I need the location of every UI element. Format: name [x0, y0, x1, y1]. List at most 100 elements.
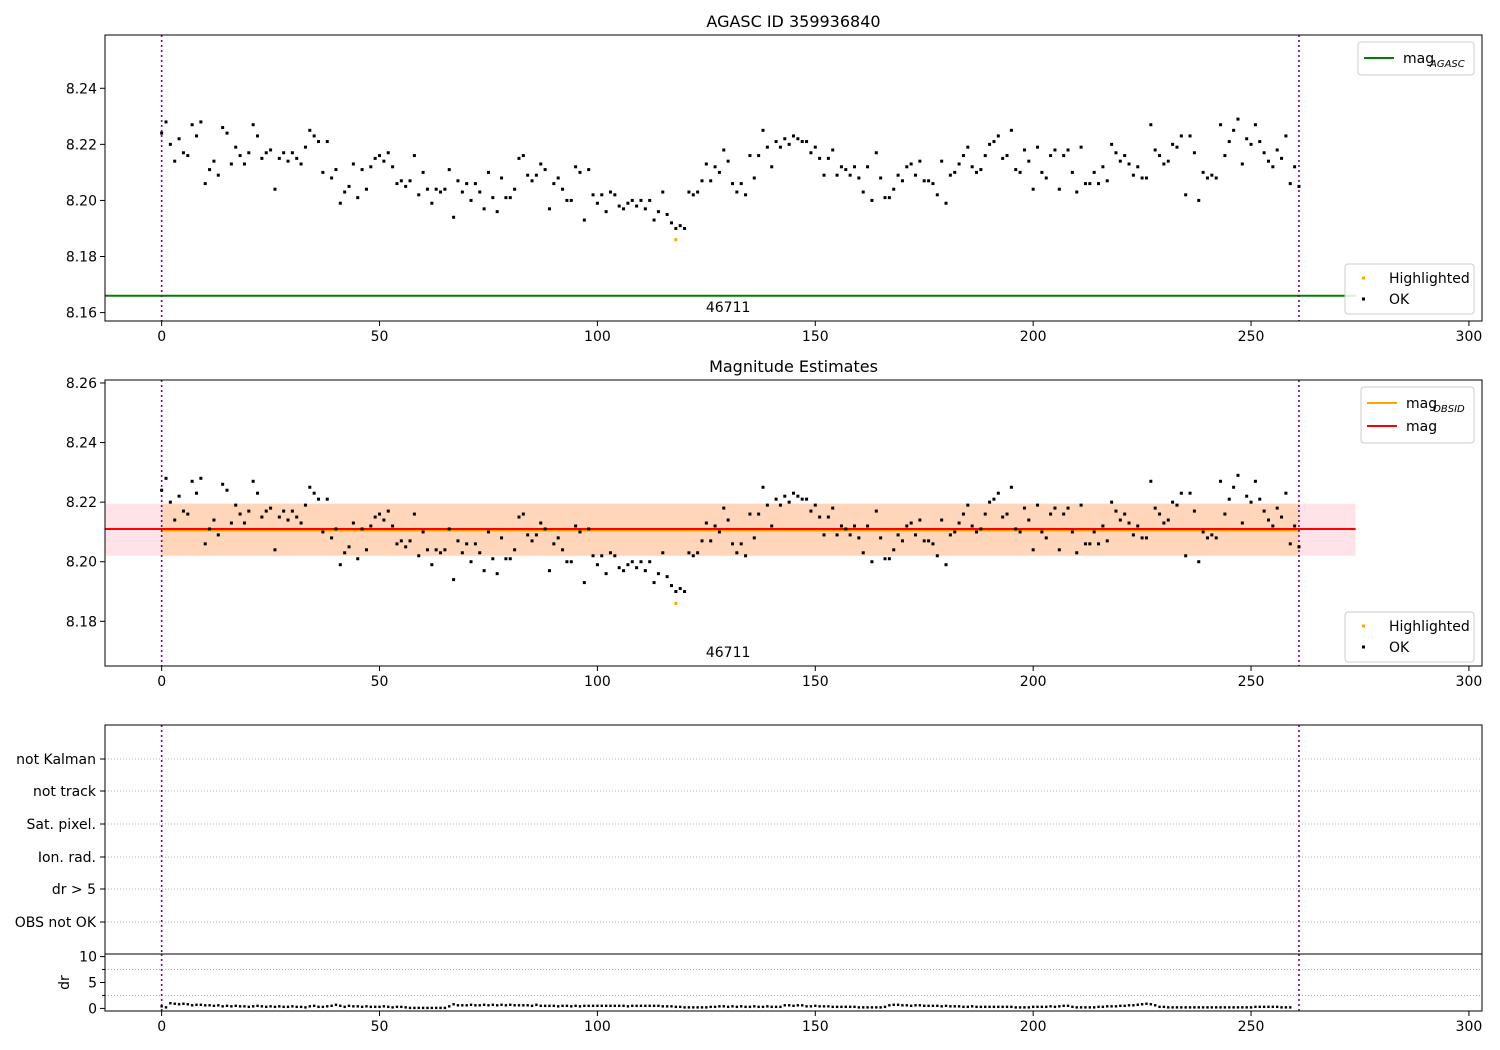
dr-point [814, 1004, 817, 1008]
ok-point [800, 140, 804, 144]
ok-point [1271, 524, 1275, 528]
ok-point [526, 173, 530, 177]
ok-point [591, 193, 595, 197]
ok-point [208, 168, 212, 172]
ok-point [395, 542, 399, 546]
ok-point [1097, 182, 1101, 186]
dr-point [596, 1004, 599, 1008]
ok-point [761, 128, 765, 132]
ok-point [992, 497, 996, 501]
ok-point [408, 539, 412, 543]
dr-point [208, 1004, 211, 1007]
dr-point [360, 1005, 364, 1009]
ok-point [988, 142, 992, 146]
ok-point [792, 134, 795, 138]
ok-point [1105, 539, 1109, 543]
ok-point [1144, 176, 1148, 180]
ok-point [674, 590, 678, 594]
dr-point [169, 1002, 172, 1005]
legend-label: Highlighted [1389, 271, 1470, 287]
dr-point [683, 1006, 686, 1009]
ok-point [482, 207, 486, 211]
ok-point [238, 512, 242, 516]
ok-point [678, 224, 682, 228]
dr-point [243, 1005, 246, 1008]
ok-point [914, 533, 918, 537]
ok-point [1001, 515, 1005, 519]
ok-point [273, 187, 277, 191]
dr-point [395, 1005, 399, 1009]
y-tick-label: 0 [88, 1001, 97, 1017]
ok-point [648, 198, 652, 202]
ok-point [700, 539, 704, 543]
ok-point [199, 476, 203, 480]
ok-point [870, 198, 874, 202]
ok-point [1236, 117, 1240, 121]
ok-point [1049, 154, 1053, 158]
dr-point [461, 1004, 464, 1007]
ok-point [1184, 193, 1188, 197]
dr-point [949, 1005, 952, 1008]
dr-point [352, 1005, 355, 1008]
flag-label: OBS not OK [15, 915, 97, 931]
ok-point [500, 536, 504, 540]
ok-point [879, 176, 883, 180]
ok-point [561, 187, 565, 191]
ok-point [338, 563, 342, 567]
ok-point [704, 521, 708, 525]
dr-point [1275, 1005, 1279, 1009]
ok-point [439, 551, 443, 555]
dr-point [909, 1004, 913, 1008]
x-tick-label: 150 [802, 1019, 829, 1035]
x-tick-label: 100 [584, 674, 611, 690]
ok-point [578, 170, 582, 174]
ok-point [1171, 142, 1175, 146]
dr-point [626, 1005, 630, 1008]
ok-point [1014, 168, 1018, 172]
ok-point [486, 530, 490, 534]
x-tick-label: 250 [1238, 1019, 1265, 1035]
dr-point [1005, 1005, 1009, 1009]
ok-point [996, 134, 1000, 138]
ok-point [208, 527, 212, 531]
ok-point [425, 187, 429, 191]
ok-point [909, 162, 913, 166]
ok-point [495, 210, 499, 214]
ok-point [818, 156, 822, 160]
ok-point [744, 554, 748, 558]
ok-point [569, 198, 573, 202]
ok-point [473, 182, 477, 186]
ok-point [905, 165, 909, 169]
dr-point [1171, 1006, 1174, 1009]
dr-point [827, 1005, 830, 1008]
ok-point [730, 542, 734, 546]
dr-point [339, 1004, 342, 1008]
dr-point [831, 1005, 834, 1009]
ok-point [1079, 145, 1083, 149]
ok-point [1097, 542, 1101, 546]
dr-point [970, 1005, 974, 1008]
ok-point [369, 524, 373, 528]
ok-point [665, 212, 669, 216]
dr-point [561, 1004, 564, 1008]
dr-point [543, 1004, 547, 1008]
ok-point [391, 524, 395, 528]
ok-point [504, 557, 508, 561]
ok-point [1044, 176, 1048, 180]
ok-point [639, 560, 643, 564]
ok-point [447, 527, 451, 531]
dr-point [474, 1004, 477, 1007]
legend-label-subscript: AGASC [1429, 59, 1465, 70]
dr-point [1010, 1005, 1013, 1009]
dr-point [709, 1005, 712, 1009]
dr-point [190, 1004, 194, 1007]
dr-point [1210, 1006, 1214, 1009]
x-tick-label: 0 [157, 674, 166, 690]
ok-point [1044, 536, 1048, 540]
ok-point [556, 536, 560, 540]
ok-point [935, 554, 939, 558]
dr-point [757, 1005, 760, 1009]
ok-point [683, 226, 687, 230]
ok-point [1219, 123, 1223, 127]
dr-point [875, 1006, 878, 1009]
